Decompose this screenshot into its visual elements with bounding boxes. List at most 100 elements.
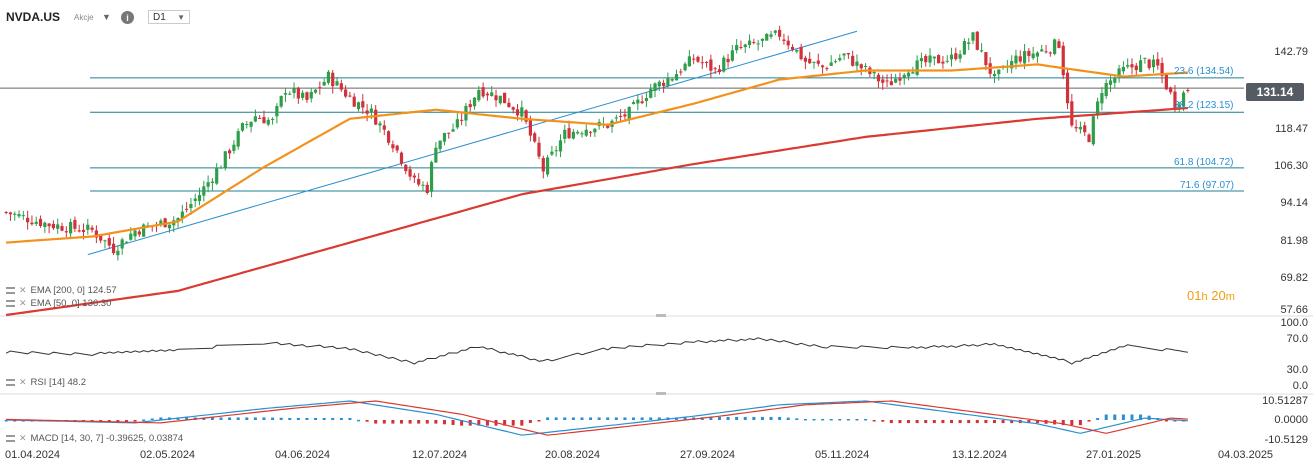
timeframe-value: D1 <box>153 11 166 23</box>
macd-histogram-bar <box>133 420 137 422</box>
candle-body <box>339 83 343 90</box>
symbol-name[interactable]: NVDA.US <box>6 10 61 24</box>
candle-body <box>816 60 820 64</box>
candle-body <box>309 91 313 99</box>
close-icon[interactable]: ✕ <box>19 433 27 443</box>
x-tick: 12.07.2024 <box>412 449 468 461</box>
candle-body <box>47 223 51 227</box>
macd-histogram-bar <box>924 420 928 424</box>
chevron-down-icon: ▼ <box>177 12 185 22</box>
candle-body <box>941 61 945 64</box>
close-icon[interactable]: ✕ <box>19 285 27 295</box>
macd-tick: -10.5129 <box>1264 434 1308 446</box>
macd-histogram-bar <box>150 418 154 420</box>
candle-body <box>739 46 743 48</box>
candle-body <box>1181 92 1186 107</box>
menu-icon[interactable] <box>6 300 15 307</box>
candle-body <box>928 55 932 63</box>
legend-macd[interactable]: ✕ MACD [14, 30, 7] -0.39625, 0.03874 <box>6 433 183 444</box>
candle-body <box>872 71 876 74</box>
macd-histogram-bar <box>623 417 627 420</box>
candle-body <box>730 50 734 61</box>
candle-body <box>773 30 777 33</box>
candle-body <box>34 221 38 224</box>
candle-body <box>1031 53 1035 59</box>
macd-histogram-bar <box>537 420 541 422</box>
candle-body <box>133 230 137 237</box>
candle-body <box>369 108 374 113</box>
macd-histogram-bar <box>382 420 386 424</box>
legend-rsi[interactable]: ✕ RSI [14] 48.2 <box>6 377 86 388</box>
candle-body <box>77 230 81 232</box>
macd-histogram-bar <box>958 420 962 424</box>
current-price-tag: 131.14 <box>1246 83 1304 101</box>
candle-body <box>855 61 859 66</box>
candle-body <box>227 150 232 154</box>
macd-histogram-bar <box>589 417 593 420</box>
macd-histogram-bar <box>322 417 326 420</box>
close-icon[interactable]: ✕ <box>19 298 27 308</box>
candle-body <box>1022 51 1027 64</box>
candle-body <box>984 52 988 66</box>
x-tick: 20.08.2024 <box>545 449 601 461</box>
candle-body <box>704 61 709 63</box>
menu-icon[interactable] <box>6 379 15 386</box>
candle-body <box>554 150 558 152</box>
candle-body <box>485 93 490 96</box>
info-icon[interactable]: i <box>121 11 134 24</box>
macd-histogram-bar <box>210 417 214 420</box>
candle-body <box>700 62 704 64</box>
fib-label: 71.6 (97.07) <box>1180 180 1234 191</box>
macd-histogram-bar <box>950 420 954 424</box>
macd-histogram-bar <box>1070 420 1074 426</box>
candle-body <box>666 78 670 86</box>
candle-body <box>619 115 623 117</box>
candle-body <box>365 110 369 114</box>
candle-body <box>997 69 1001 75</box>
candle-body <box>795 49 799 52</box>
candle-body <box>296 87 300 99</box>
candle-body <box>4 212 8 214</box>
close-icon[interactable]: ✕ <box>19 377 27 387</box>
candle-body <box>1053 39 1057 55</box>
candle-body <box>563 129 567 139</box>
candle-body <box>859 64 863 69</box>
candle-body <box>567 128 571 139</box>
candle-body <box>189 203 193 209</box>
symbol-dropdown-icon[interactable]: ▼ <box>102 12 111 22</box>
candle-body <box>13 213 17 215</box>
candle-body <box>1061 45 1065 76</box>
candle-body <box>571 131 575 139</box>
candle-body <box>520 107 524 117</box>
macd-line <box>6 400 1188 436</box>
timeframe-select[interactable]: D1 ▼ <box>148 10 190 24</box>
candle-body <box>468 104 472 108</box>
candle-body <box>962 41 967 55</box>
candle-body <box>829 62 833 66</box>
macd-histogram-bar <box>339 417 343 420</box>
candle-body <box>21 215 25 217</box>
menu-icon[interactable] <box>6 287 15 294</box>
candle-body <box>498 95 502 104</box>
menu-icon[interactable] <box>6 435 15 442</box>
candle-body <box>129 233 133 240</box>
candle-body <box>292 88 296 93</box>
macd-histogram-bar <box>1087 420 1091 422</box>
candle-body <box>885 80 889 82</box>
macd-histogram-bar <box>477 420 481 426</box>
candle-body <box>460 119 464 121</box>
macd-histogram-bar <box>812 418 816 421</box>
macd-histogram-bar <box>786 417 790 420</box>
legend-ema200[interactable]: ✕ EMA [200, 0] 124.57 <box>6 285 117 296</box>
candle-body <box>979 50 984 52</box>
candle-body <box>180 211 184 219</box>
rsi-tick: 70.0 <box>1286 333 1308 345</box>
y-tick: 81.98 <box>1280 235 1308 247</box>
candle-body <box>1104 82 1108 97</box>
candle-body <box>842 53 846 56</box>
legend-ema50[interactable]: ✕ EMA [50, 0] 136.30 <box>6 298 111 309</box>
candle-body <box>159 220 163 225</box>
candle-body <box>747 40 752 46</box>
macd-histogram-bar <box>4 420 8 422</box>
